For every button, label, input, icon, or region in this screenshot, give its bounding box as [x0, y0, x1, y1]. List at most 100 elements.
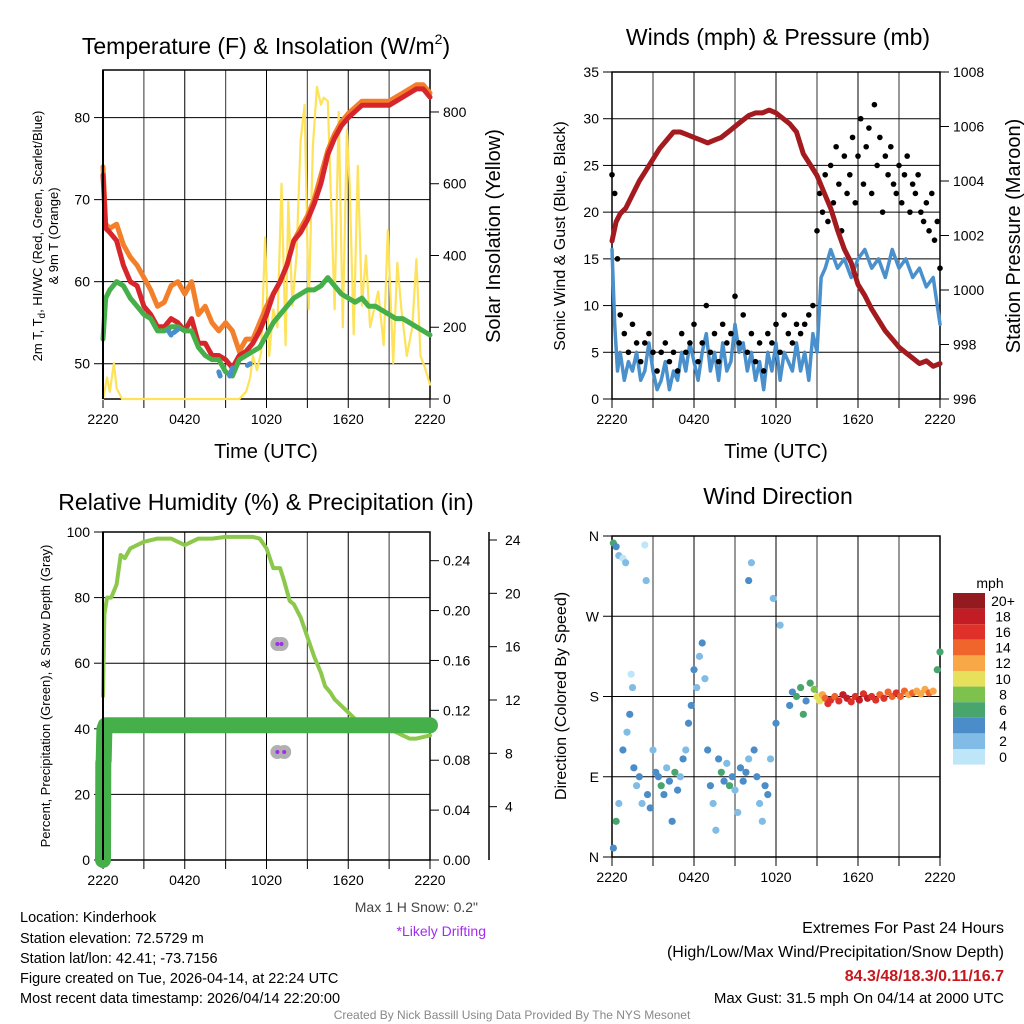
- direction-point: [660, 790, 668, 799]
- gust-point: [926, 228, 932, 234]
- gust-point: [752, 358, 759, 365]
- x-tick-label: 1620: [333, 872, 364, 888]
- gust-point: [646, 330, 652, 337]
- gust-point: [760, 368, 767, 374]
- gust-point: [868, 190, 875, 197]
- gust-point: [896, 162, 902, 169]
- latlon-text: Station lat/lon: 42.41; -73.7156: [20, 951, 218, 967]
- gust-point: [814, 228, 820, 234]
- gust-point: [797, 330, 804, 337]
- x-tick-label: 2220: [87, 872, 118, 888]
- direction-point: [797, 683, 805, 692]
- gust-point: [662, 340, 669, 346]
- series-line-wind-chill: [171, 326, 181, 336]
- drifting-marker: [275, 642, 280, 646]
- colorbar-swatch: [953, 608, 985, 625]
- max-gust-text: Max Gust: 31.5 mph On 04/14 at 2000 UTC: [714, 990, 1004, 1007]
- series-line-solar-insolation: [101, 85, 432, 401]
- colorbar-label: 6: [999, 702, 1007, 718]
- direction-point: [676, 773, 684, 781]
- y2-tick-label: 0.00: [443, 852, 470, 868]
- gust-point: [687, 340, 693, 346]
- colorbar-label: 20+: [991, 593, 1015, 609]
- direction-point: [731, 786, 739, 794]
- wind-xlabel: Time (UTC): [724, 441, 828, 463]
- gust-point: [893, 190, 900, 197]
- direction-point: [799, 710, 807, 718]
- gust-point: [830, 200, 837, 206]
- direction-point: [623, 728, 631, 736]
- x-tick-label: 0420: [169, 872, 200, 888]
- direction-point: [776, 621, 784, 629]
- snow-axis-tick-label: 4: [505, 799, 513, 815]
- wind-chart-title: Winds (mph) & Pressure (mb): [626, 24, 930, 50]
- series-line-2m-t: [100, 86, 433, 371]
- direction-point: [633, 782, 641, 790]
- colorbar-label: 2: [999, 733, 1007, 749]
- direction-point: [709, 799, 717, 808]
- gust-point: [885, 171, 891, 178]
- colorbar-label: 18: [995, 608, 1011, 624]
- direction-point: [761, 782, 769, 790]
- gust-point: [929, 190, 935, 197]
- direction-point: [734, 808, 742, 817]
- direction-point: [810, 685, 818, 693]
- direction-point: [627, 670, 635, 678]
- gust-point: [923, 200, 930, 206]
- direction-point: [747, 559, 756, 567]
- y2-tick-label: 0.20: [443, 603, 470, 619]
- x-tick-label: 2220: [414, 872, 445, 888]
- direction-point: [698, 639, 706, 647]
- y2-tick-label: 1008: [953, 64, 984, 80]
- y-tick-label: N: [589, 849, 599, 865]
- direction-point: [630, 764, 638, 772]
- direction-point: [802, 697, 810, 705]
- gust-point: [844, 190, 850, 197]
- y2-tick-label: 998: [953, 337, 977, 353]
- location-text: Location: Kinderhook: [20, 910, 157, 926]
- gust-point: [918, 209, 924, 215]
- gust-point: [703, 302, 710, 309]
- gust-point: [617, 312, 623, 318]
- y2-tick-label: 0.16: [443, 652, 470, 668]
- recent-data-text: Most recent data timestamp: 2026/04/14 2…: [20, 991, 340, 1007]
- y-tick-label: 50: [74, 356, 90, 372]
- direction-point: [847, 698, 855, 706]
- gust-point: [678, 330, 685, 337]
- gust-point: [736, 340, 742, 346]
- y2-tick-label: 0.12: [443, 702, 470, 718]
- y-tick-label: 40: [74, 721, 90, 737]
- y-tick-label: 0: [591, 391, 599, 407]
- gust-point: [611, 190, 618, 197]
- direction-point: [693, 683, 701, 692]
- colorbar-label: 14: [995, 640, 1011, 656]
- gust-point: [920, 218, 927, 225]
- gust-point: [695, 358, 701, 365]
- drifting-marker: [279, 642, 284, 646]
- drifting-marker: [275, 750, 280, 754]
- y-tick-label: 0: [82, 852, 90, 868]
- y-tick-label: 20: [74, 786, 90, 802]
- colorbar-label: 10: [995, 671, 1011, 687]
- y2-tick-label: 1006: [953, 119, 984, 135]
- gust-point: [882, 153, 889, 159]
- max-snow-text: Max 1 H Snow: 0.2": [355, 899, 478, 915]
- y-tick-label: 25: [583, 157, 599, 173]
- gust-point: [793, 321, 800, 328]
- gust-point: [898, 200, 905, 206]
- temp-ylabel-line1: 2m T, Td, HI/WC (Red, Green, Scarlet/Blu…: [30, 111, 48, 362]
- y-tick-label: 100: [67, 524, 91, 540]
- direction-point: [665, 777, 674, 785]
- direction-point: [723, 759, 731, 767]
- gust-point: [825, 218, 831, 225]
- temp-ylabel-line2: & 9m T (Orange): [46, 187, 61, 284]
- gust-point: [715, 358, 722, 365]
- temp-xlabel: Time (UTC): [214, 441, 318, 463]
- direction-point: [642, 576, 650, 585]
- series-line-station-pressure: [609, 107, 943, 369]
- direction-point: [684, 719, 693, 727]
- direction-point: [687, 701, 695, 710]
- gust-point: [674, 368, 681, 374]
- y2-tick-label: 0.08: [443, 752, 470, 768]
